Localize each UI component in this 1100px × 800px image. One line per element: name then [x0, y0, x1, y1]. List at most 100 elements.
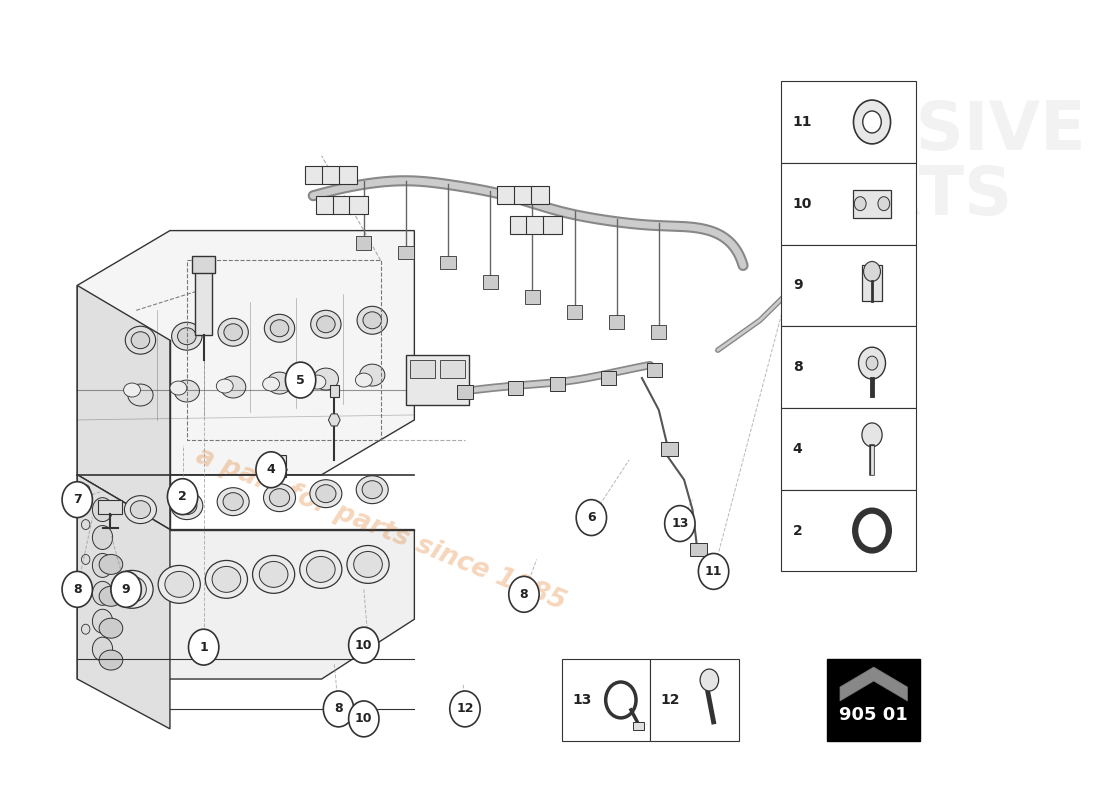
Text: 11: 11: [705, 565, 723, 578]
Bar: [332, 196, 351, 214]
Bar: [316, 196, 334, 214]
Bar: [483, 275, 498, 290]
Ellipse shape: [217, 379, 233, 393]
Bar: [440, 360, 465, 378]
Bar: [781, 490, 916, 571]
Ellipse shape: [165, 571, 194, 598]
Text: 13: 13: [671, 517, 689, 530]
Bar: [514, 186, 532, 204]
Circle shape: [864, 262, 880, 282]
Circle shape: [700, 669, 718, 691]
Ellipse shape: [317, 316, 336, 333]
Circle shape: [81, 519, 90, 530]
Ellipse shape: [360, 364, 385, 386]
Circle shape: [81, 624, 90, 634]
Bar: [862, 266, 882, 302]
Bar: [550, 377, 565, 391]
Ellipse shape: [125, 326, 155, 354]
Circle shape: [62, 482, 92, 518]
Bar: [690, 542, 707, 557]
Text: 9: 9: [122, 583, 131, 596]
Text: 4: 4: [266, 463, 275, 476]
Circle shape: [855, 197, 866, 210]
Bar: [601, 371, 616, 385]
Ellipse shape: [172, 322, 202, 350]
Polygon shape: [840, 667, 907, 701]
Ellipse shape: [217, 488, 250, 515]
Circle shape: [92, 610, 112, 633]
Ellipse shape: [218, 318, 249, 346]
Text: 7: 7: [73, 493, 81, 506]
Circle shape: [167, 478, 198, 514]
Ellipse shape: [260, 562, 288, 587]
Text: 8: 8: [519, 588, 528, 601]
Circle shape: [854, 100, 891, 144]
Text: 8: 8: [793, 360, 803, 374]
Bar: [305, 166, 323, 184]
Bar: [566, 306, 582, 319]
Ellipse shape: [177, 497, 197, 514]
Bar: [509, 216, 528, 234]
Ellipse shape: [310, 310, 341, 338]
Ellipse shape: [263, 377, 279, 391]
Text: 10: 10: [355, 638, 373, 652]
Circle shape: [866, 356, 878, 370]
Bar: [781, 245, 916, 326]
Circle shape: [256, 452, 286, 488]
Bar: [781, 408, 916, 490]
Text: 11: 11: [793, 115, 812, 129]
Bar: [321, 166, 340, 184]
Ellipse shape: [128, 384, 153, 406]
Bar: [440, 255, 455, 270]
Text: 2: 2: [793, 523, 803, 538]
Polygon shape: [77, 230, 415, 474]
Ellipse shape: [355, 373, 372, 387]
Bar: [661, 442, 679, 456]
Circle shape: [285, 362, 316, 398]
Circle shape: [349, 627, 379, 663]
Bar: [562, 659, 650, 741]
Circle shape: [81, 554, 90, 565]
Ellipse shape: [206, 561, 248, 598]
Text: 12: 12: [660, 693, 680, 707]
Text: 12: 12: [456, 702, 474, 715]
Polygon shape: [329, 414, 340, 426]
Ellipse shape: [307, 557, 336, 582]
Ellipse shape: [223, 493, 243, 510]
Ellipse shape: [314, 368, 339, 390]
Bar: [647, 363, 662, 377]
Circle shape: [862, 111, 881, 133]
Ellipse shape: [363, 312, 382, 329]
Bar: [854, 190, 891, 218]
Circle shape: [576, 500, 606, 535]
Ellipse shape: [118, 576, 146, 602]
Circle shape: [188, 630, 219, 665]
Bar: [191, 255, 216, 274]
Bar: [398, 246, 414, 259]
Ellipse shape: [310, 480, 342, 508]
Ellipse shape: [253, 555, 295, 594]
Circle shape: [92, 637, 112, 661]
Bar: [781, 326, 916, 408]
Polygon shape: [77, 474, 415, 679]
Bar: [330, 385, 339, 397]
Bar: [530, 186, 549, 204]
Bar: [195, 270, 212, 335]
Ellipse shape: [264, 314, 295, 342]
Ellipse shape: [99, 586, 123, 606]
Circle shape: [862, 423, 882, 447]
Ellipse shape: [270, 489, 289, 506]
Circle shape: [62, 571, 92, 607]
Ellipse shape: [224, 324, 242, 341]
Ellipse shape: [356, 476, 388, 504]
Ellipse shape: [309, 375, 326, 389]
Ellipse shape: [346, 546, 389, 583]
Circle shape: [349, 701, 379, 737]
Bar: [339, 166, 358, 184]
Bar: [508, 381, 524, 395]
Ellipse shape: [99, 618, 123, 638]
Ellipse shape: [354, 551, 383, 578]
Bar: [781, 163, 916, 245]
Text: 5: 5: [296, 374, 305, 386]
Bar: [783, 302, 808, 316]
